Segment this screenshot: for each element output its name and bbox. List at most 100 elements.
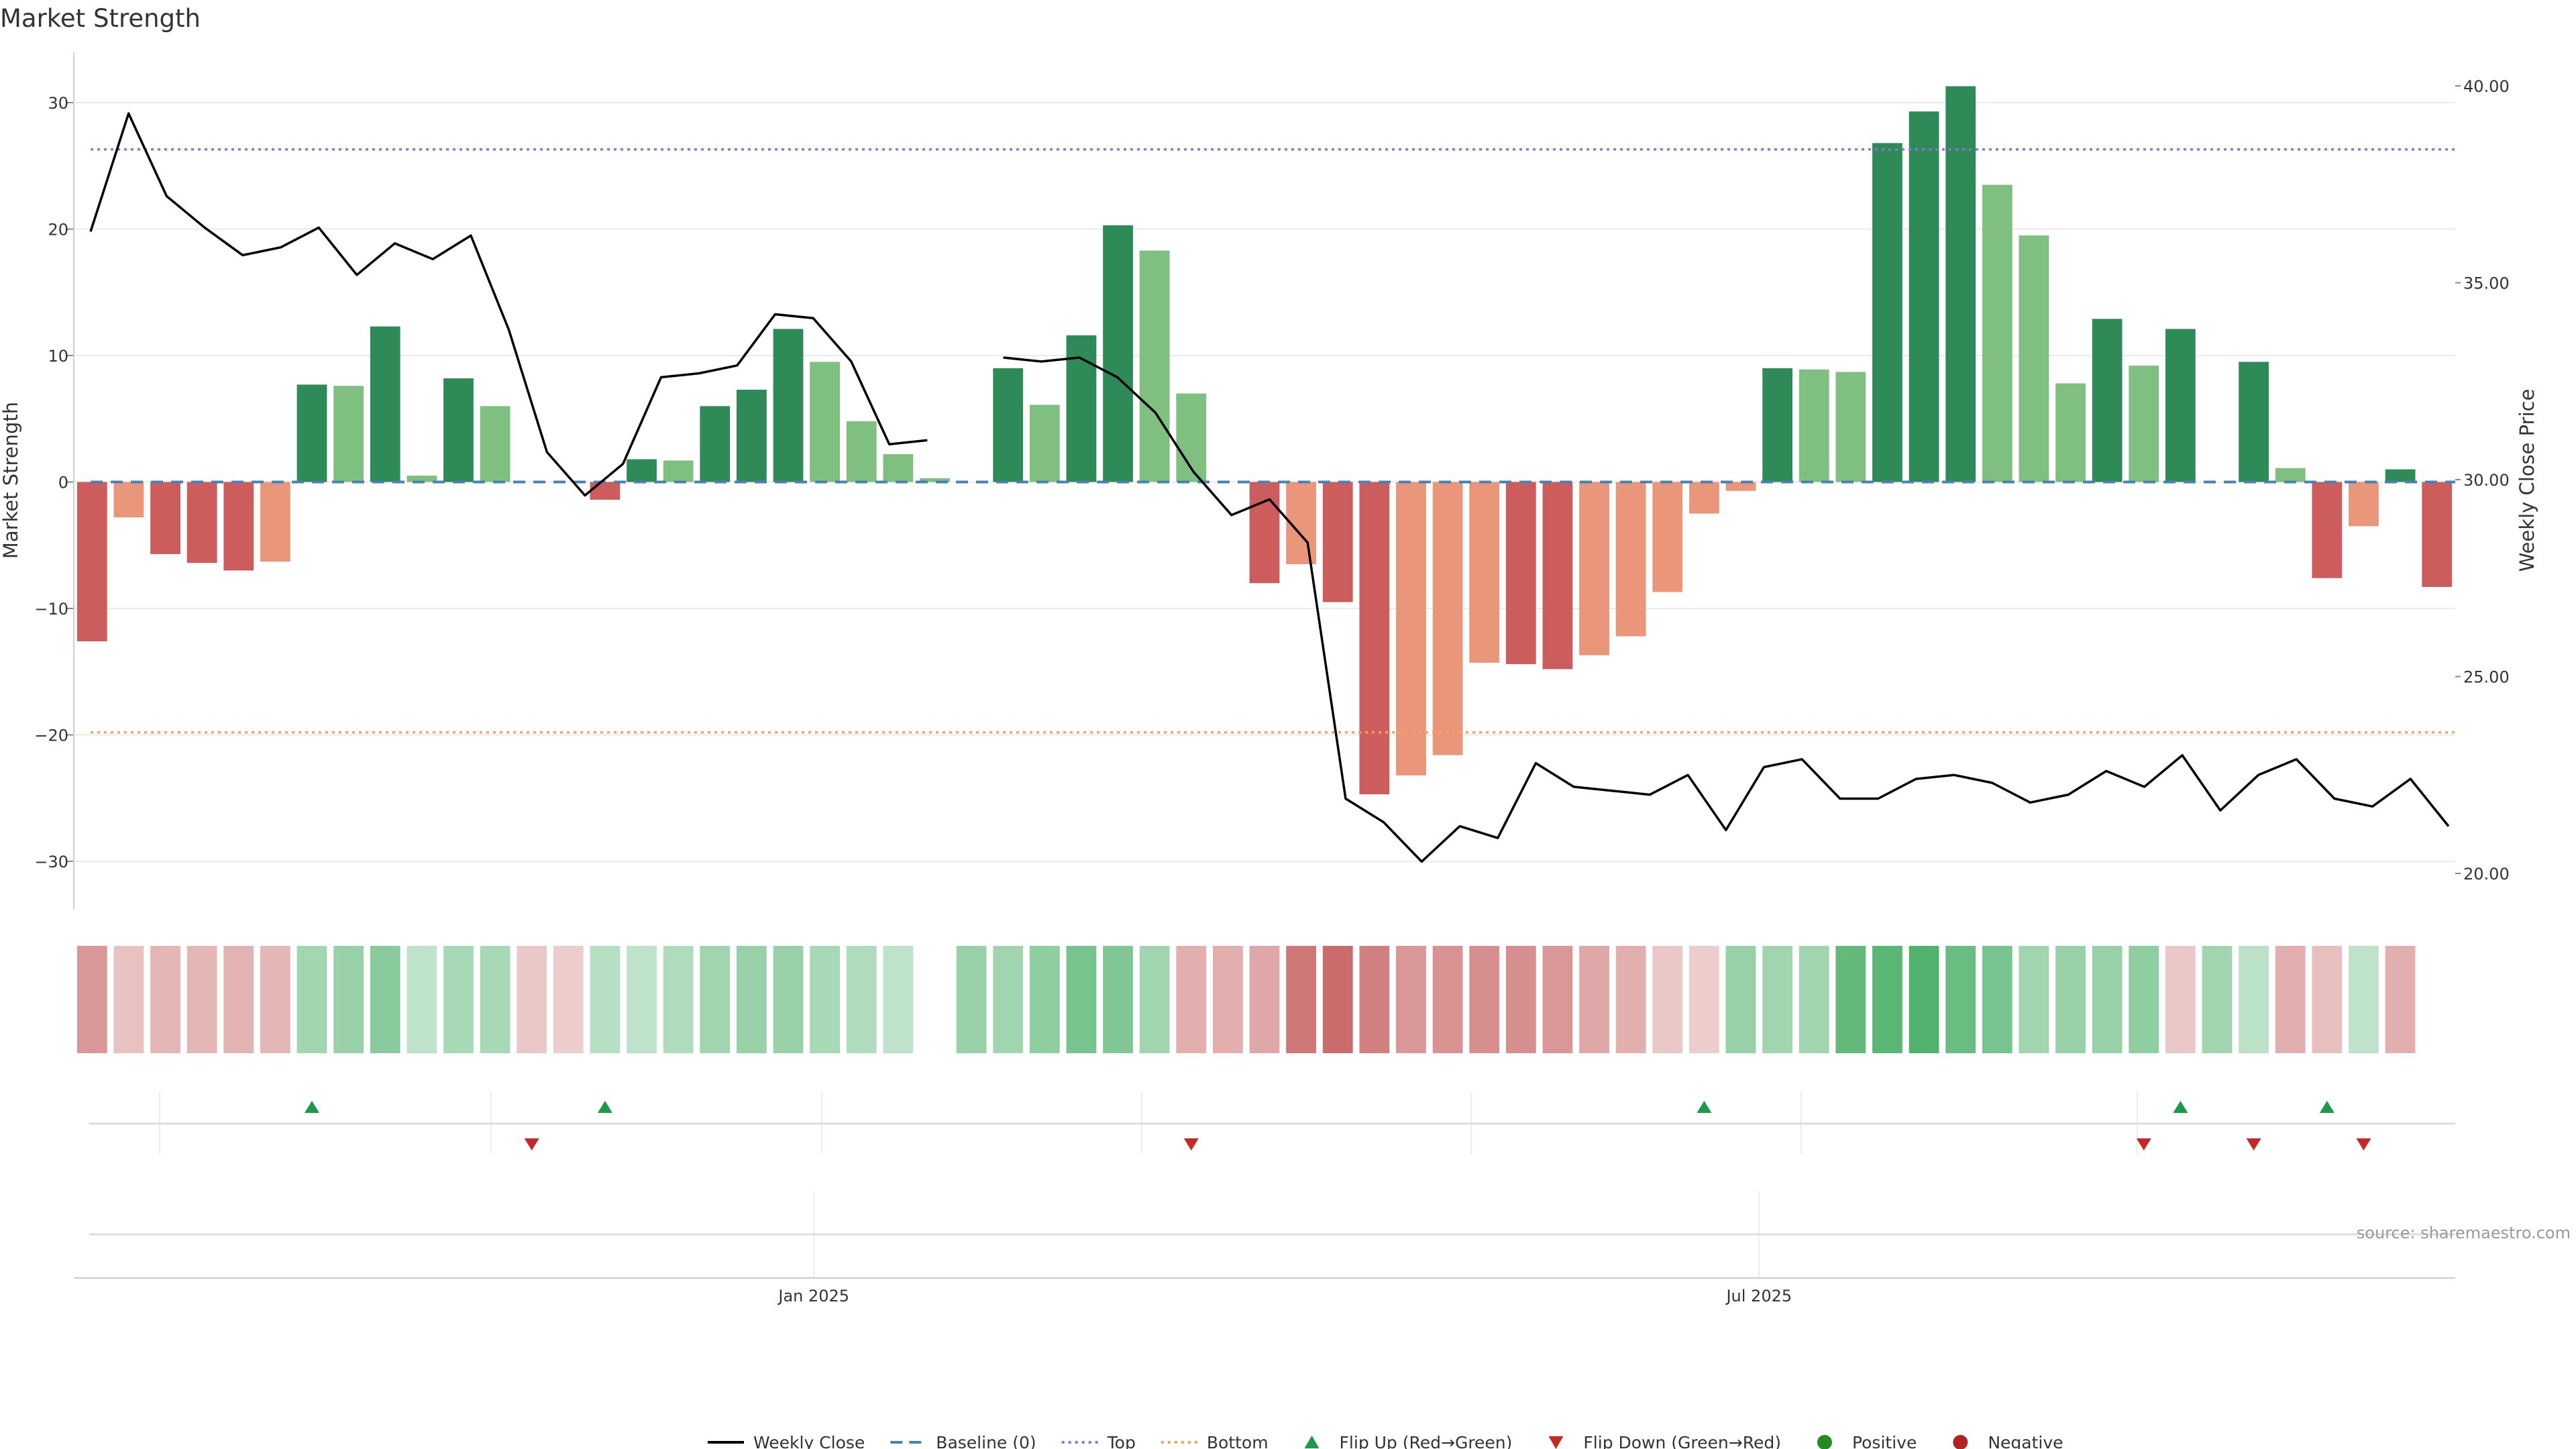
strength-cell	[297, 946, 327, 1053]
strength-bar	[1945, 86, 1976, 482]
bottom-panel: Jan 2025 Jul 2025	[74, 1191, 2455, 1305]
strength-cell	[76, 946, 107, 1053]
strength-bar	[1505, 482, 1536, 664]
strength-bar	[773, 329, 804, 482]
strength-cell	[1982, 946, 2012, 1053]
strength-bar	[1688, 482, 1719, 514]
strength-bar	[1103, 225, 1133, 482]
source-note: source: sharemaestro.com	[2357, 1224, 2571, 1242]
strength-cell	[2312, 946, 2343, 1053]
strength-bar	[297, 384, 327, 482]
legend-label: Top	[1107, 1433, 1136, 1449]
strength-cell	[1029, 946, 1060, 1053]
strength-cell	[773, 946, 804, 1053]
strength-cell	[260, 946, 290, 1053]
y-tick-label: 10	[48, 347, 68, 366]
strength-bar	[2055, 383, 2086, 482]
strength-cell	[223, 946, 254, 1053]
strength-bar	[1725, 482, 1756, 491]
y2-tick-label: 30.00	[2463, 471, 2510, 490]
strength-bar	[1029, 405, 1060, 482]
x-tick-label: Jul 2025	[1725, 1287, 1792, 1305]
strength-cell	[407, 946, 437, 1053]
weekly-close-line	[89, 112, 928, 497]
strength-bar	[2349, 482, 2379, 527]
strength-cell	[186, 946, 217, 1053]
weekly-close-line	[1003, 356, 2450, 863]
strength-bar	[1799, 369, 1829, 482]
strength-cell	[1688, 946, 1719, 1053]
legend-swatch-triangle-down	[1548, 1436, 1564, 1449]
strength-bar	[846, 421, 877, 482]
strength-bar	[2275, 468, 2306, 482]
strength-cell	[553, 946, 584, 1053]
strength-bar	[2239, 362, 2269, 482]
strength-bar	[2312, 482, 2343, 578]
strength-bar	[700, 406, 731, 482]
strength-cell	[1359, 946, 1390, 1053]
y2-tick-label: 40.00	[2463, 77, 2510, 96]
strength-cell	[1469, 946, 1500, 1053]
strength-bar	[1652, 482, 1683, 592]
strength-bar	[2129, 366, 2159, 482]
strength-bar	[113, 482, 144, 518]
strength-cell	[2019, 946, 2049, 1053]
strength-bar	[260, 482, 290, 562]
strength-bar	[663, 460, 694, 482]
strength-bar	[2165, 329, 2196, 482]
strength-bar	[1982, 184, 2012, 482]
strength-bar	[150, 482, 180, 554]
y2-axis-label: Weekly Close Price	[2516, 389, 2538, 572]
strength-cell	[1286, 946, 1317, 1053]
strength-bar	[443, 378, 474, 482]
strength-cell	[2239, 946, 2269, 1053]
strength-cell	[2092, 946, 2123, 1053]
strength-cell	[2202, 946, 2233, 1053]
y2-tick-label: 25.00	[2463, 668, 2510, 687]
y-tick-label: 20	[48, 221, 68, 239]
flip-down-marker	[2356, 1138, 2371, 1150]
strength-bar	[407, 476, 437, 482]
strength-cell	[1652, 946, 1683, 1053]
reference-lines	[91, 148, 2455, 734]
strength-bar	[627, 459, 657, 482]
flip-up-marker	[305, 1101, 319, 1113]
strength-bar	[333, 386, 364, 482]
strength-cell	[663, 946, 694, 1053]
strength-cell	[1835, 946, 1866, 1053]
strength-cell	[1872, 946, 1902, 1053]
y-tick-label: 30	[48, 94, 68, 113]
strength-cell	[443, 946, 474, 1053]
flip-down-marker	[524, 1138, 539, 1150]
legend-label: Positive	[1852, 1433, 1917, 1449]
legend-item: Weekly Close	[708, 1433, 865, 1449]
strength-bar	[370, 326, 400, 482]
legend-item: Negative	[1953, 1433, 2063, 1449]
strength-cell	[1909, 946, 1939, 1053]
strength-bar	[2422, 482, 2453, 587]
y-tick-label: −30	[34, 853, 68, 871]
strength-bar	[883, 454, 914, 482]
strength-cell	[1322, 946, 1353, 1053]
strength-cell	[1103, 946, 1133, 1053]
strength-bar	[1542, 482, 1573, 669]
strength-cell	[1249, 946, 1280, 1053]
legend-swatch-circle	[1953, 1435, 1968, 1449]
strength-cell	[2129, 946, 2159, 1053]
strength-cell	[517, 946, 547, 1053]
strength-cell	[736, 946, 767, 1053]
strength-bar	[223, 482, 254, 571]
strength-bar	[2019, 235, 2049, 482]
strength-cell	[2385, 946, 2416, 1053]
strength-bar	[1579, 482, 1609, 655]
legend-item: Top	[1061, 1433, 1136, 1449]
strength-cell	[1505, 946, 1536, 1053]
strength-cell	[1432, 946, 1463, 1053]
strength-bar	[1249, 482, 1280, 584]
flip-up-marker	[2173, 1101, 2188, 1113]
strength-bar	[1432, 482, 1463, 755]
strength-cell	[883, 946, 914, 1053]
strength-cell	[2055, 946, 2086, 1053]
strength-cell	[1615, 946, 1646, 1053]
